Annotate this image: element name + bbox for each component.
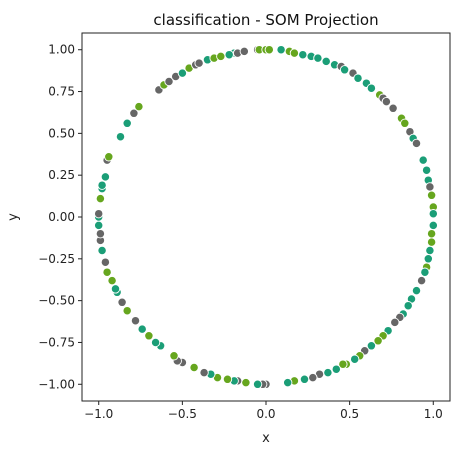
data-point xyxy=(428,220,438,231)
data-point xyxy=(428,209,438,219)
data-point xyxy=(264,45,274,55)
data-point xyxy=(426,237,437,247)
data-point xyxy=(177,68,188,78)
data-point xyxy=(239,46,249,57)
data-point xyxy=(276,45,286,55)
data-point xyxy=(95,229,106,239)
y-tick-label: −0.25 xyxy=(38,252,75,266)
data-point xyxy=(400,118,410,128)
data-point xyxy=(252,379,263,389)
data-point xyxy=(283,377,293,388)
data-point xyxy=(224,50,234,60)
data-point xyxy=(381,96,392,107)
data-point xyxy=(199,367,209,378)
data-point xyxy=(420,267,430,277)
x-axis-label: x xyxy=(262,431,270,446)
data-point xyxy=(425,182,435,192)
data-point xyxy=(425,245,435,256)
data-point xyxy=(100,172,111,182)
y-tick-label: 0.50 xyxy=(48,126,75,140)
data-point xyxy=(388,103,398,113)
data-point xyxy=(104,152,114,162)
data-point xyxy=(298,50,308,60)
data-point xyxy=(416,275,427,286)
data-point xyxy=(189,362,199,373)
data-point xyxy=(129,108,139,118)
y-tick-label: 0.75 xyxy=(48,85,75,99)
data-point xyxy=(115,132,126,142)
data-point xyxy=(418,155,428,165)
data-point xyxy=(241,377,251,388)
x-tick-label: 1.0 xyxy=(424,407,443,421)
data-point xyxy=(289,48,300,58)
data-point xyxy=(366,83,377,93)
x-tick-label: 0.5 xyxy=(340,407,359,421)
data-point xyxy=(122,306,132,316)
data-point xyxy=(366,341,377,351)
data-point xyxy=(107,275,117,286)
data-point xyxy=(313,53,323,63)
data-point xyxy=(323,367,333,378)
data-point xyxy=(94,209,104,219)
y-tick-label: 0.00 xyxy=(48,210,75,224)
data-point xyxy=(216,51,226,62)
y-axis: −1.00 −0.75 −0.50 −0.25 0.00 0.25 0.50 0.75 1.00 xyxy=(38,43,82,391)
data-point xyxy=(100,257,111,267)
data-point xyxy=(423,254,433,264)
y-tick-label: −1.00 xyxy=(38,377,75,391)
points-layer xyxy=(94,45,438,389)
data-point xyxy=(134,101,144,112)
data-point xyxy=(150,337,161,348)
chart-title: classification - SOM Projection xyxy=(153,11,378,29)
data-point xyxy=(338,359,348,369)
y-tick-label: 0.25 xyxy=(48,168,75,182)
data-point xyxy=(95,193,106,204)
data-point xyxy=(299,374,310,384)
x-axis: −1.0 −0.5 0.0 0.5 1.0 xyxy=(84,401,443,421)
data-point xyxy=(339,65,350,75)
data-point xyxy=(194,58,204,68)
x-tick-label: −1.0 xyxy=(84,407,113,421)
data-point xyxy=(94,220,104,231)
data-point xyxy=(144,331,154,341)
x-tick-label: 0.0 xyxy=(256,407,275,421)
data-point xyxy=(331,364,341,374)
data-point xyxy=(222,374,233,384)
data-point xyxy=(373,336,383,346)
data-point xyxy=(321,56,331,67)
data-point xyxy=(164,76,174,87)
y-tick-label: 1.00 xyxy=(48,43,75,57)
data-point xyxy=(97,180,107,190)
data-point xyxy=(97,245,107,256)
data-point xyxy=(411,285,422,296)
data-point xyxy=(390,317,400,328)
y-axis-label: y xyxy=(6,213,21,221)
y-tick-label: −0.50 xyxy=(38,294,75,308)
data-point xyxy=(137,324,147,334)
data-point xyxy=(117,297,127,307)
data-point xyxy=(353,73,363,83)
data-point xyxy=(426,229,437,239)
data-point xyxy=(130,316,141,326)
x-tick-label: −0.5 xyxy=(168,407,197,421)
data-point xyxy=(308,372,318,383)
data-point xyxy=(421,165,432,175)
data-point xyxy=(122,118,132,128)
data-point xyxy=(102,267,112,277)
y-tick-label: −0.75 xyxy=(38,335,75,349)
data-point xyxy=(169,351,179,361)
data-point xyxy=(411,138,422,149)
data-point xyxy=(350,354,360,364)
data-point xyxy=(403,301,413,311)
plot-frame xyxy=(81,32,451,402)
data-point xyxy=(110,284,121,294)
data-point xyxy=(426,190,437,200)
